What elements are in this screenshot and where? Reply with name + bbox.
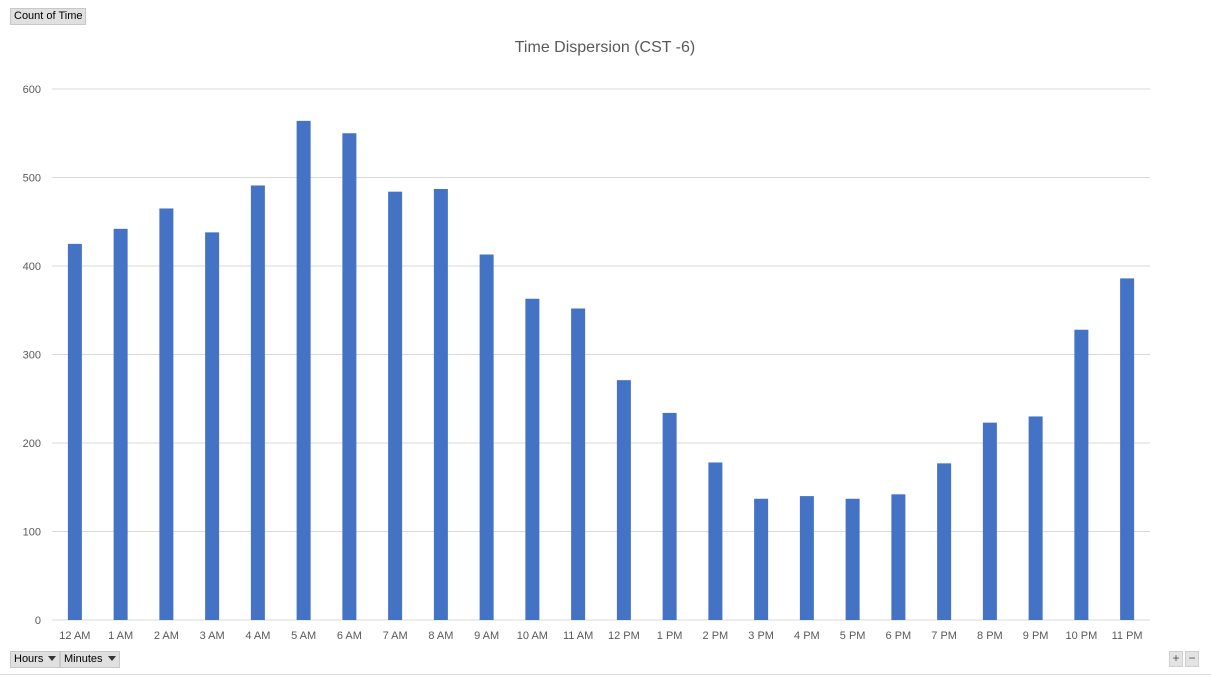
- x-tick-label: 10 AM: [517, 630, 548, 642]
- hours-field-button[interactable]: Hours: [10, 651, 61, 668]
- hours-field-label: Hours: [14, 653, 44, 665]
- bar[interactable]: [250, 185, 265, 620]
- bar[interactable]: [937, 463, 952, 620]
- bar[interactable]: [1028, 416, 1043, 620]
- plus-icon: +: [1172, 651, 1180, 665]
- y-tick-label: 0: [35, 615, 41, 627]
- x-tick-label: 11 PM: [1112, 630, 1143, 642]
- y-tick-label: 200: [23, 438, 41, 450]
- gridlines: [52, 88, 1150, 621]
- x-tick-label: 1 AM: [108, 630, 133, 642]
- value-field-label: Count of Time: [14, 10, 83, 22]
- bar[interactable]: [891, 494, 906, 620]
- x-tick-label: 10 PM: [1065, 630, 1097, 642]
- x-tick-label: 8 AM: [428, 630, 453, 642]
- x-tick-label: 4 PM: [794, 630, 820, 642]
- x-tick-label: 11 AM: [563, 630, 593, 642]
- bar[interactable]: [296, 120, 311, 621]
- y-axis-ticks: 0 100 200 300 400 500 600: [23, 84, 41, 627]
- collapse-field-button[interactable]: −: [1185, 651, 1199, 667]
- bar[interactable]: [525, 298, 540, 620]
- bars: [67, 120, 1135, 621]
- x-tick-label: 12 PM: [608, 630, 640, 642]
- x-tick-label: 5 AM: [291, 630, 316, 642]
- x-tick-label: 8 PM: [977, 630, 1003, 642]
- y-tick-label: 400: [23, 261, 41, 273]
- x-tick-label: 2 AM: [154, 630, 179, 642]
- value-field-button[interactable]: Count of Time: [10, 8, 87, 25]
- bar[interactable]: [708, 462, 723, 620]
- bar[interactable]: [159, 208, 174, 620]
- bar[interactable]: [1120, 278, 1135, 620]
- bar[interactable]: [479, 254, 494, 620]
- bar[interactable]: [982, 422, 997, 620]
- x-tick-label: 2 PM: [703, 630, 729, 642]
- x-tick-label: 9 AM: [474, 630, 499, 642]
- bar[interactable]: [571, 308, 586, 620]
- x-tick-label: 1 PM: [657, 630, 683, 642]
- x-tick-label: 9 PM: [1023, 630, 1049, 642]
- bar[interactable]: [662, 412, 677, 620]
- divider: [0, 674, 1211, 675]
- bar[interactable]: [342, 133, 357, 620]
- expand-field-button[interactable]: +: [1169, 651, 1183, 667]
- y-tick-label: 500: [23, 173, 41, 185]
- x-tick-label: 12 AM: [59, 630, 90, 642]
- minutes-field-label: Minutes: [64, 653, 103, 665]
- y-tick-label: 100: [23, 527, 41, 539]
- bar[interactable]: [67, 243, 82, 620]
- bar[interactable]: [616, 380, 631, 620]
- x-tick-label: 6 PM: [886, 630, 912, 642]
- x-axis-ticks: 12 AM 1 AM 2 AM 3 AM 4 AM 5 AM 6 AM 7 AM 8 AM 9 A…: [59, 630, 1142, 642]
- bar[interactable]: [799, 496, 814, 620]
- x-tick-label: 3 AM: [200, 630, 225, 642]
- x-tick-label: 4 AM: [245, 630, 270, 642]
- dropdown-arrow-icon[interactable]: [107, 655, 116, 661]
- x-tick-label: 7 PM: [931, 630, 957, 642]
- minutes-field-button[interactable]: Minutes: [60, 651, 120, 668]
- x-tick-label: 3 PM: [748, 630, 774, 642]
- minus-icon: −: [1188, 651, 1196, 665]
- x-tick-label: 6 AM: [337, 630, 362, 642]
- bar[interactable]: [754, 498, 769, 620]
- chart-title: Time Dispersion (CST -6): [515, 39, 695, 56]
- bar[interactable]: [845, 498, 860, 620]
- x-tick-label: 5 PM: [840, 630, 866, 642]
- bar[interactable]: [1074, 329, 1089, 620]
- y-tick-label: 300: [23, 350, 41, 362]
- bar[interactable]: [113, 228, 128, 620]
- bar[interactable]: [205, 232, 220, 620]
- dropdown-arrow-icon[interactable]: [48, 655, 57, 661]
- bar[interactable]: [388, 191, 403, 620]
- x-tick-label: 7 AM: [383, 630, 408, 642]
- y-tick-label: 600: [23, 84, 41, 96]
- bar[interactable]: [433, 189, 448, 620]
